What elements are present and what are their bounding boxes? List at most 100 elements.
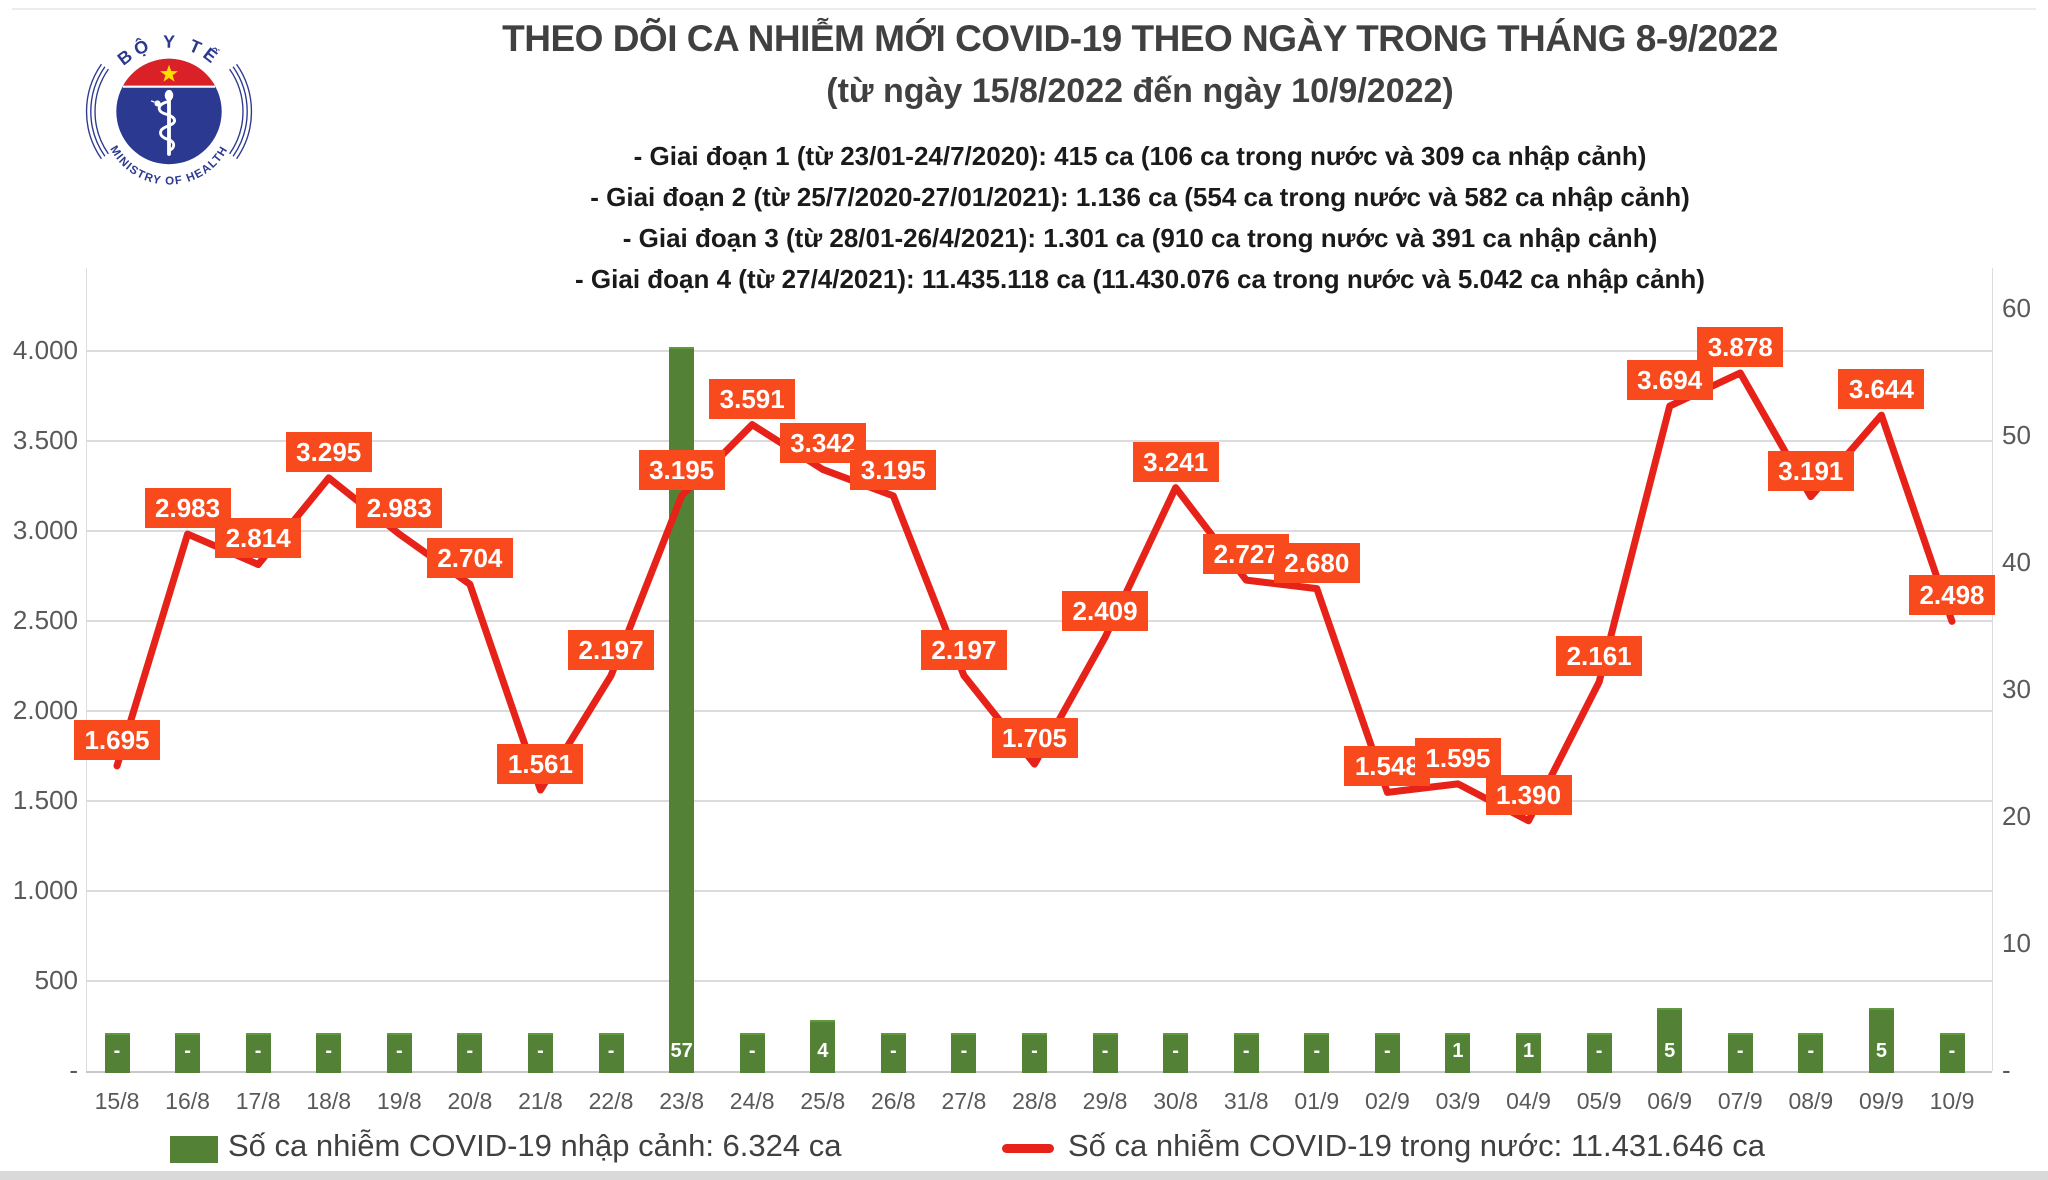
ministry-of-health-logo: BỘ Y TẾ MINISTRY OF HEALTH bbox=[85, 32, 253, 188]
imported-cases-value-label: - bbox=[1384, 1040, 1391, 1062]
imported-cases-bar bbox=[598, 1033, 624, 1073]
imported-cases-value-label: - bbox=[395, 1040, 403, 1062]
phase-2-summary: - Giai đoạn 2 (từ 25/7/2020-27/01/2021):… bbox=[590, 182, 1690, 212]
imported-cases-value-label: - bbox=[890, 1040, 897, 1062]
imported-cases-bar bbox=[1586, 1033, 1612, 1073]
imported-cases-bar bbox=[1657, 1007, 1683, 1073]
x-axis-date-label: 17/8 bbox=[235, 1088, 281, 1114]
y-axis-left-tick-label: 500 bbox=[34, 965, 78, 995]
x-axis-date-label: 27/8 bbox=[941, 1088, 987, 1114]
x-axis-date-label: 15/8 bbox=[94, 1088, 140, 1114]
imported-cases-value-label: - bbox=[184, 1040, 191, 1062]
imported-cases-bar bbox=[1304, 1033, 1330, 1073]
imported-cases-value-label: 4 bbox=[817, 1040, 829, 1062]
domestic-cases-value-label: 2.409 bbox=[1062, 591, 1149, 632]
imported-cases-value-label: - bbox=[537, 1040, 544, 1062]
domestic-cases-value-label: 2.680 bbox=[1273, 542, 1360, 583]
x-axis-date-label: 21/8 bbox=[518, 1088, 563, 1114]
y-axis-right-tick-label: 60 bbox=[2002, 293, 2031, 323]
x-axis-date-label: 02/9 bbox=[1364, 1088, 1410, 1114]
x-axis-date-label: 01/9 bbox=[1294, 1088, 1340, 1114]
domestic-cases-value-label: 2.498 bbox=[1909, 575, 1995, 616]
imported-cases-value-label: - bbox=[1101, 1040, 1109, 1062]
x-axis-date-label: 08/9 bbox=[1788, 1088, 1834, 1114]
gridline bbox=[86, 440, 1992, 442]
imported-cases-bar bbox=[1939, 1033, 1965, 1073]
imported-cases-bar bbox=[1868, 1007, 1894, 1073]
gridline bbox=[86, 980, 1992, 982]
imported-cases-value-label: - bbox=[1313, 1040, 1321, 1062]
x-axis-date-label: 23/8 bbox=[659, 1088, 704, 1114]
domestic-cases-value-label: 3.295 bbox=[285, 431, 372, 472]
imported-cases-value-label: 1 bbox=[1452, 1040, 1464, 1062]
gridline bbox=[86, 530, 1992, 532]
imported-cases-value-label: - bbox=[960, 1040, 968, 1062]
imported-cases-bar bbox=[1092, 1033, 1118, 1073]
domestic-cases-value-label: 3.694 bbox=[1626, 360, 1713, 401]
x-axis-date-label: 30/8 bbox=[1153, 1088, 1199, 1114]
y-axis-left-tick-label: 1.500 bbox=[12, 785, 78, 815]
domestic-cases-value-label: 3.195 bbox=[850, 449, 937, 490]
imported-cases-value-label: 5 bbox=[1664, 1040, 1676, 1062]
x-axis-date-label: 07/9 bbox=[1717, 1088, 1763, 1114]
imported-cases-value-label: - bbox=[1172, 1040, 1179, 1062]
imported-cases-bar bbox=[386, 1033, 412, 1073]
imported-cases-bar bbox=[810, 1020, 836, 1073]
x-axis-date-label: 16/8 bbox=[165, 1088, 210, 1114]
y-axis-left-tick-label: 1.000 bbox=[12, 875, 78, 905]
chart-subtitle: (từ ngày 15/8/2022 đến ngày 10/9/2022) bbox=[826, 72, 1454, 110]
plot-left-edge bbox=[86, 268, 87, 1071]
imported-cases-bar bbox=[1516, 1033, 1542, 1073]
imported-cases-bar bbox=[1163, 1033, 1189, 1073]
imported-cases-bar bbox=[457, 1033, 483, 1073]
imported-cases-bar bbox=[245, 1033, 271, 1073]
imported-cases-value-label: 1 bbox=[1522, 1040, 1535, 1062]
imported-cases-value-label: - bbox=[607, 1040, 615, 1062]
domestic-cases-value-label: 3.591 bbox=[709, 378, 796, 419]
domestic-cases-value-label: 3.241 bbox=[1132, 441, 1219, 482]
y-axis-left-tick-label: 4.000 bbox=[12, 335, 78, 365]
imported-cases-value-label: - bbox=[1242, 1040, 1250, 1062]
y-axis-left-tick-label: 3.500 bbox=[12, 425, 78, 455]
x-axis-date-label: 26/8 bbox=[870, 1088, 916, 1114]
chart-top-border bbox=[12, 8, 2036, 10]
x-axis-date-label: 05/9 bbox=[1576, 1088, 1622, 1114]
y-axis-left-tick-label: 2.500 bbox=[12, 605, 78, 635]
gridline bbox=[86, 350, 1992, 352]
y-axis-left-tick-label: - bbox=[69, 1055, 78, 1085]
x-axis-date-label: 10/9 bbox=[1929, 1088, 1975, 1114]
y-axis-right-tick-label: 30 bbox=[2002, 674, 2031, 704]
x-axis-date-label: 09/9 bbox=[1859, 1088, 1904, 1114]
domestic-cases-value-label: 2.161 bbox=[1556, 636, 1643, 677]
imported-cases-legend-label: Số ca nhiễm COVID-19 nhập cảnh: 6.324 ca bbox=[228, 1128, 842, 1163]
x-axis-date-label: 31/8 bbox=[1223, 1088, 1269, 1114]
domestic-cases-value-label: 2.983 bbox=[144, 488, 231, 529]
domestic-cases-value-label: 1.705 bbox=[991, 718, 1078, 759]
phase-4-summary: - Giai đoạn 4 (từ 27/4/2021): 11.435.118… bbox=[575, 264, 1705, 294]
gridline bbox=[86, 620, 1992, 622]
domestic-cases-legend-label: Số ca nhiễm COVID-19 trong nước: 11.431.… bbox=[1068, 1128, 1766, 1163]
domestic-cases-value-label: 1.561 bbox=[497, 744, 584, 785]
domestic-cases-value-label: 3.191 bbox=[1767, 450, 1854, 491]
x-axis-date-label: 24/8 bbox=[729, 1088, 775, 1114]
x-axis-date-label: 03/9 bbox=[1435, 1088, 1481, 1114]
imported-cases-bar bbox=[1022, 1033, 1047, 1073]
domestic-cases-value-label: 1.695 bbox=[74, 719, 160, 760]
y-axis-left-tick-label: 3.000 bbox=[12, 515, 78, 545]
domestic-cases-value-label: 2.197 bbox=[568, 629, 655, 670]
plot-right-edge bbox=[1992, 268, 1993, 1071]
y-axis-right-tick-label: 20 bbox=[2002, 801, 2031, 831]
imported-cases-value-label: 57 bbox=[670, 1040, 693, 1062]
domestic-cases-legend-swatch bbox=[1002, 1144, 1054, 1153]
imported-cases-bar bbox=[104, 1033, 130, 1073]
domestic-cases-value-label: 2.197 bbox=[920, 629, 1007, 670]
domestic-cases-value-label: 2.983 bbox=[356, 488, 443, 529]
imported-cases-value-label: - bbox=[748, 1040, 756, 1062]
y-axis-right-tick-label: - bbox=[2002, 1055, 2011, 1085]
y-axis-left-tick-label: 2.000 bbox=[12, 695, 78, 725]
x-axis-date-label: 25/8 bbox=[800, 1088, 846, 1114]
y-axis-right-tick-label: 40 bbox=[2002, 547, 2031, 577]
imported-cases-value-label: 5 bbox=[1875, 1040, 1887, 1062]
